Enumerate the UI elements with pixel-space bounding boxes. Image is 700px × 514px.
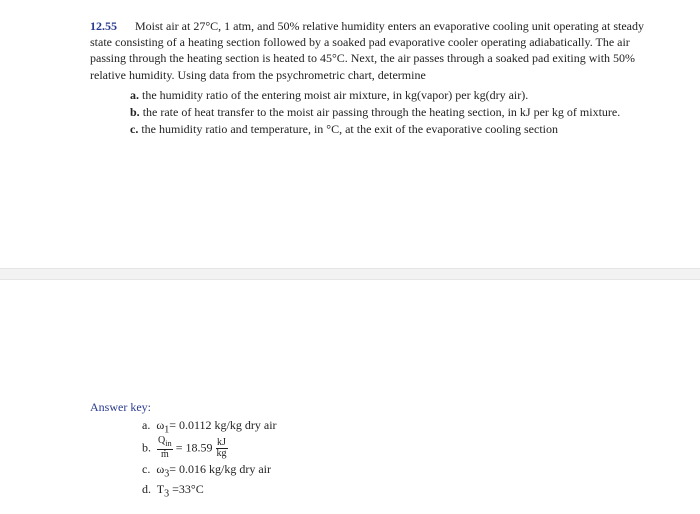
part-b-text: the rate of heat transfer to the moist a… xyxy=(143,105,621,119)
problem-statement: 12.55 Moist air at 27°C, 1 atm, and 50% … xyxy=(90,18,650,83)
problem-intro: Moist air at 27°C, 1 atm, and 50% relati… xyxy=(90,19,644,82)
answer-d-label: d. xyxy=(142,482,151,496)
problem-block: 12.55 Moist air at 27°C, 1 atm, and 50% … xyxy=(0,0,700,137)
part-a-text: the humidity ratio of the entering moist… xyxy=(142,88,528,102)
answer-a: a. ω1= 0.0112 kg/kg dry air xyxy=(142,417,650,437)
part-a-label: a. xyxy=(130,88,139,102)
answer-b-unit-den: kg xyxy=(216,449,228,459)
answer-b-unit-frac: kJ kg xyxy=(216,438,228,459)
answer-d: d. T3 =33°C xyxy=(142,481,650,501)
answer-c: c. ω3= 0.016 kg/kg dry air xyxy=(142,461,650,481)
answer-block: Answer key: a. ω1= 0.0112 kg/kg dry air … xyxy=(90,400,650,502)
answer-a-label: a. xyxy=(142,418,150,432)
answer-b-label: b. xyxy=(142,441,151,455)
answer-b-lhs-frac: Qin ṁ xyxy=(157,436,173,459)
part-b-label: b. xyxy=(130,105,140,119)
parts-list: a. the humidity ratio of the entering mo… xyxy=(90,87,650,138)
answer-b-unit-num: kJ xyxy=(216,438,228,449)
answer-c-label: c. xyxy=(142,462,150,476)
part-c-label: c. xyxy=(130,122,138,136)
answer-b: b. Qin ṁ = 18.59 kJ kg xyxy=(142,437,650,460)
answer-list: a. ω1= 0.0112 kg/kg dry air b. Qin ṁ = 1… xyxy=(90,417,650,502)
part-b: b. the rate of heat transfer to the mois… xyxy=(130,104,650,120)
answer-d-value: =33°C xyxy=(169,482,204,496)
answer-title: Answer key: xyxy=(90,400,650,415)
part-c-text: the humidity ratio and temperature, in °… xyxy=(141,122,558,136)
problem-number: 12.55 xyxy=(90,19,117,33)
answer-c-value: = 0.016 kg/kg dry air xyxy=(169,462,271,476)
answer-b-numsub: in xyxy=(165,439,171,448)
answer-b-value: = 18.59 xyxy=(176,441,213,455)
answer-a-value: = 0.0112 kg/kg dry air xyxy=(169,418,276,432)
answer-b-den: ṁ xyxy=(157,450,173,460)
part-c: c. the humidity ratio and temperature, i… xyxy=(130,121,650,137)
part-a: a. the humidity ratio of the entering mo… xyxy=(130,87,650,103)
section-divider xyxy=(0,268,700,280)
